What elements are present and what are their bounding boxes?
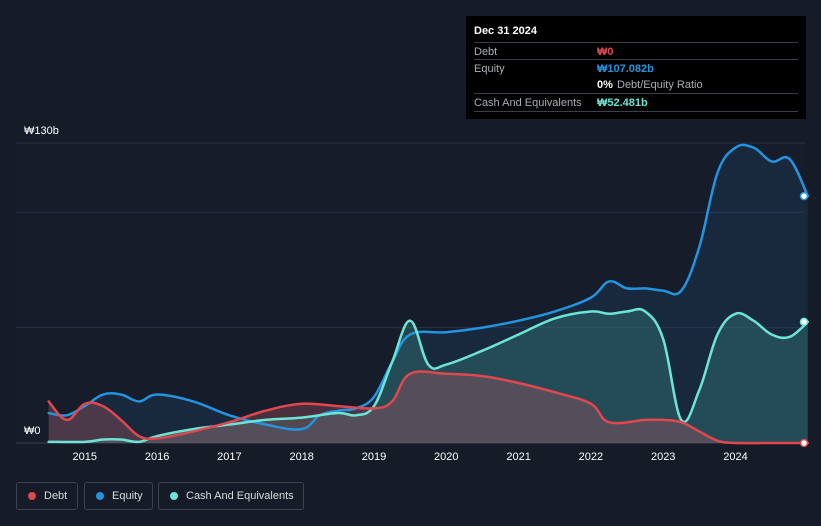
debt-line (47, 370, 810, 445)
series-areas (48, 144, 808, 444)
cash-area (48, 309, 808, 443)
series-lines (47, 143, 810, 445)
x-tick-label: 2017 (217, 451, 241, 463)
tooltip-row-ratio: 0% Debt/Equity Ratio (474, 76, 798, 93)
equity-end-marker (799, 191, 809, 201)
x-tick-label: 2015 (73, 451, 97, 463)
tooltip-equity-label: Equity (474, 63, 505, 75)
end-markers (799, 191, 809, 448)
x-tick-label: 2022 (579, 451, 603, 463)
tooltip-debt-label: Debt (474, 46, 498, 58)
x-tick-label: 2019 (362, 451, 386, 463)
legend-debt-label: Debt (44, 490, 68, 502)
tooltip-cash-value: ₩52.481b (597, 97, 648, 109)
tooltip-row-equity: Equity ₩107.082b (474, 59, 798, 77)
debt-dot-icon (28, 492, 36, 500)
tooltip-equity-value: ₩107.082b (597, 63, 654, 75)
tooltip-row-cash: Cash And Equivalents ₩52.481b (474, 93, 798, 112)
y-axis-top-label: ₩130b (24, 125, 59, 137)
debt-area (48, 371, 808, 444)
x-tick-label: 2023 (651, 451, 675, 463)
x-axis-ticks: 2015 2016 2017 2018 2019 2020 2021 2022 2023 2024 (73, 451, 748, 463)
legend-item-equity[interactable]: Equity (84, 482, 153, 510)
x-tick-label: 2021 (506, 451, 530, 463)
x-tick-label: 2020 (434, 451, 458, 463)
grid-lines (16, 142, 805, 444)
x-tick-label: 2024 (723, 451, 747, 463)
tooltip-row-debt: Debt ₩0 (474, 42, 798, 60)
equity-dot-icon (96, 492, 104, 500)
equity-line (47, 143, 810, 431)
legend-cash-label: Cash And Equivalents (186, 490, 294, 502)
cash-end-marker (799, 317, 809, 327)
debt-end-marker (799, 438, 809, 448)
tooltip-panel: Dec 31 2024 Debt ₩0 Equity ₩107.082b 0% … (466, 16, 806, 119)
cash-dot-icon (170, 492, 178, 500)
y-axis-bottom-label: ₩0 (24, 425, 41, 437)
tooltip-cash-label: Cash And Equivalents (474, 97, 582, 109)
legend-equity-label: Equity (112, 490, 143, 502)
cash-line (47, 307, 810, 444)
tooltip-date: Dec 31 2024 (474, 25, 537, 37)
x-tick-label: 2016 (145, 451, 169, 463)
legend-item-cash[interactable]: Cash And Equivalents (158, 482, 304, 510)
equity-area (48, 144, 808, 443)
tooltip-ratio-value: 0% (597, 79, 613, 91)
tooltip-debt-value: ₩0 (597, 46, 614, 58)
tooltip-ratio-label: Debt/Equity Ratio (617, 79, 703, 91)
legend-item-debt[interactable]: Debt (16, 482, 78, 510)
x-tick-label: 2018 (289, 451, 313, 463)
